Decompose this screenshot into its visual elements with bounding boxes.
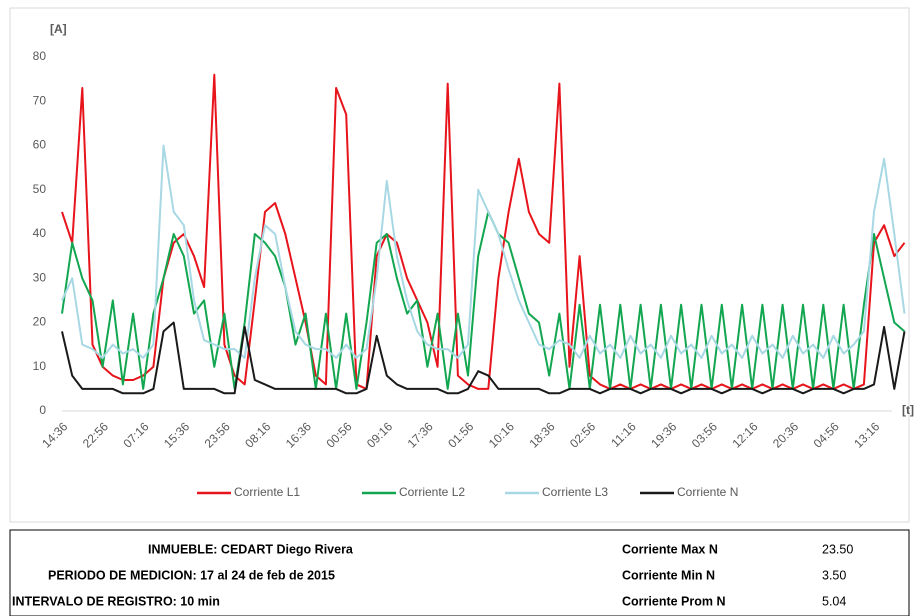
y-tick-label: 20	[33, 315, 47, 329]
x-tick-label: 10:16	[486, 419, 517, 450]
y-tick-label: 0	[39, 403, 46, 417]
x-tick-label: 20:36	[770, 419, 801, 450]
series-line	[61, 210, 906, 390]
x-axis-label: [t]	[902, 403, 914, 417]
x-tick-label: 01:56	[445, 419, 476, 450]
info-value: 3.50	[822, 568, 846, 582]
x-tick-label: 14:36	[39, 419, 70, 450]
x-tick-label: 17:36	[405, 419, 436, 450]
series-line	[61, 321, 906, 395]
x-tick-label: 00:56	[323, 419, 354, 450]
x-tick-label: 23:56	[202, 419, 233, 450]
info-key: Corriente Prom N	[622, 594, 726, 608]
info-label: PERIODO DE MEDICION: 17 al 24 de feb de …	[48, 568, 335, 582]
legend-label: Corriente L2	[399, 485, 465, 499]
x-tick-label: 02:56	[567, 419, 598, 450]
x-tick-label: 16:36	[283, 419, 314, 450]
series-line	[61, 73, 906, 390]
x-tick-label: 19:36	[648, 419, 679, 450]
y-tick-label: 60	[33, 138, 47, 152]
table-frame	[9, 529, 910, 616]
x-tick-label: 12:16	[729, 419, 760, 450]
x-tick-label: 18:36	[526, 419, 557, 450]
y-tick-label: 40	[33, 226, 47, 240]
info-key: Corriente Max N	[622, 542, 718, 556]
x-tick-label: 13:16	[851, 419, 882, 450]
info-table: INMUEBLE: CEDART Diego Rivera Corriente M…	[9, 529, 910, 616]
y-tick-label: 70	[33, 93, 47, 107]
x-tick-label: 09:16	[364, 419, 395, 450]
x-tick-label: 04:56	[811, 419, 842, 450]
legend-label: Corriente N	[677, 485, 738, 499]
legend-label: Corriente L3	[542, 485, 608, 499]
info-value: 5.04	[822, 594, 846, 608]
x-tick-label: 22:56	[80, 419, 111, 450]
x-tick-label: 11:16	[608, 419, 639, 450]
info-label: INTERVALO DE REGISTRO: 10 min	[12, 594, 220, 608]
x-tick-label: 08:16	[242, 419, 273, 450]
y-tick-label: 50	[33, 182, 47, 196]
x-tick-label: 07:16	[120, 419, 151, 450]
info-value: 23.50	[822, 542, 853, 556]
x-tick-label: 15:36	[161, 419, 192, 450]
x-tick-label: 03:56	[689, 419, 720, 450]
y-tick-label: 10	[33, 359, 47, 373]
info-label: INMUEBLE: CEDART Diego Rivera	[148, 542, 354, 556]
chart-frame	[9, 7, 910, 523]
y-tick-label: 30	[33, 270, 47, 284]
legend-label: Corriente L1	[234, 485, 300, 499]
y-axis-label: [A]	[50, 22, 67, 36]
y-tick-label: 80	[33, 49, 47, 63]
info-key: Corriente Min N	[622, 568, 715, 582]
series-line	[61, 144, 906, 359]
